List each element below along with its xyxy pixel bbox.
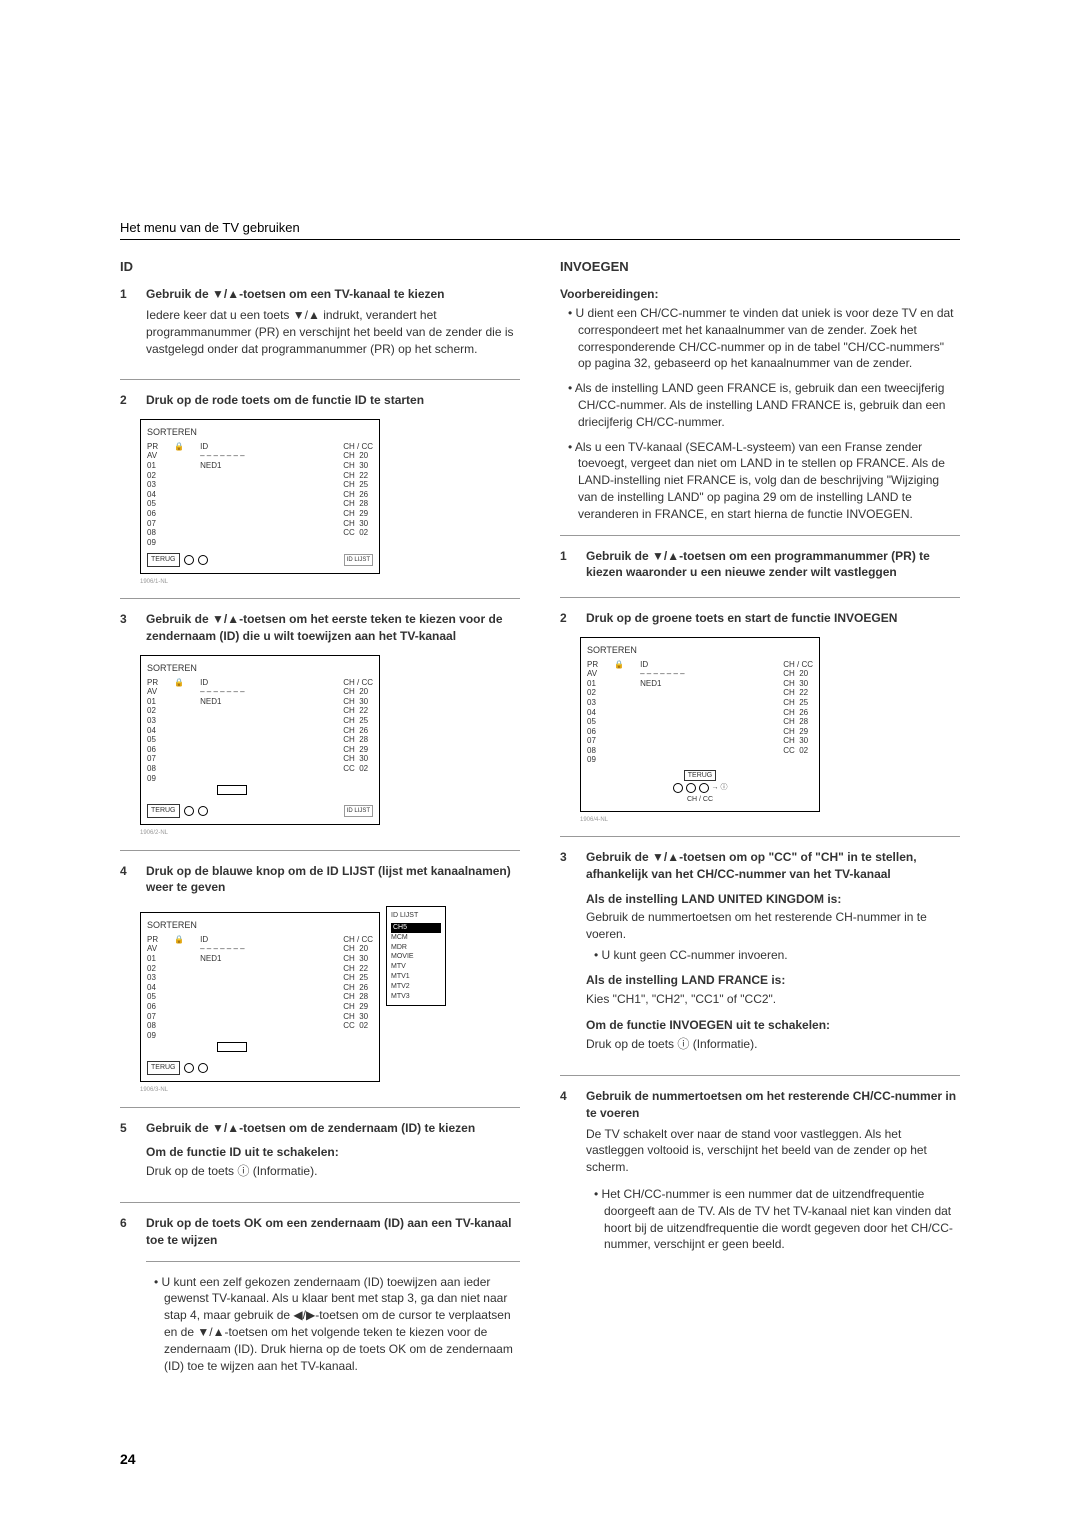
divider [120, 1202, 520, 1203]
sorteren-figure-1: SORTEREN PRAV010203040506070809🔒ID– – – … [140, 419, 380, 574]
nav-circle [184, 1063, 194, 1073]
caption: 1906/4-NL [580, 816, 960, 824]
step1-num: 1 [120, 286, 134, 367]
step2-num: 2 [120, 392, 134, 413]
r-step3-sub1-body: Gebruik de nummertoetsen om het resteren… [586, 909, 960, 943]
step5-sub-title: Om de functie ID uit te schakelen: [146, 1144, 520, 1161]
id-lijst-label: ID LIJST [344, 554, 373, 566]
prep-bullet-3: Als u een TV-kanaal (SECAM-L-systeem) va… [578, 439, 960, 523]
left-column: ID 1 Gebruik de ▼/▲-toetsen om een TV-ka… [120, 258, 520, 1388]
id-lijst-title: ID LIJST [391, 911, 441, 921]
divider [120, 598, 520, 599]
r-step1-title: Gebruik de ▼/▲-toetsen om een programman… [586, 548, 960, 582]
prep-title: Voorbereidingen: [560, 286, 960, 303]
step3-num: 3 [120, 611, 134, 649]
divider [560, 597, 960, 598]
chcc-bottom: CH / CC [687, 795, 713, 805]
right-column: INVOEGEN Voorbereidingen: U dient een CH… [560, 258, 960, 1388]
r-step2-num: 2 [560, 610, 574, 631]
step4-title: Druk op de blauwe knop om de ID LIJST (l… [146, 863, 520, 897]
sorteren-grid: PRAV010203040506070809🔒ID– – – – – – –NE… [147, 678, 373, 784]
caption: 1906/1-NL [140, 578, 520, 586]
id-lijst-label: ID LIJST [344, 805, 373, 817]
input-box [217, 1042, 247, 1052]
r-step4-num: 4 [560, 1088, 574, 1261]
id-title: ID [120, 258, 520, 276]
sorteren-figure-r: SORTEREN PRAV010203040506070809🔒ID– – – … [580, 637, 820, 812]
r-step1-num: 1 [560, 548, 574, 586]
sorteren-title: SORTEREN [147, 662, 373, 675]
divider [560, 535, 960, 536]
divider [146, 1261, 520, 1262]
divider [120, 850, 520, 851]
step1-title: Gebruik de ▼/▲-toetsen om een TV-kanaal … [146, 286, 520, 303]
terug-button: TERUG [147, 804, 180, 818]
step6-bullet: U kunt een zelf gekozen zendernaam (ID) … [164, 1274, 520, 1375]
step5-title: Gebruik de ▼/▲-toetsen om de zendernaam … [146, 1120, 520, 1137]
step5-sub-body: Druk op de toets ⓘ (Informatie). [146, 1163, 520, 1180]
sorteren-figure-3: SORTEREN PRAV010203040506070809🔒ID– – – … [140, 912, 380, 1082]
sorteren-title: SORTEREN [147, 426, 373, 439]
divider [120, 1107, 520, 1108]
sorteren-grid: PRAV010203040506070809🔒ID– – – – – – –NE… [147, 442, 373, 548]
step4-num: 4 [120, 863, 134, 901]
prep-bullet-2: Als de instelling LAND geen FRANCE is, g… [578, 380, 960, 430]
divider [120, 379, 520, 380]
nav-circle [198, 806, 208, 816]
nav-circle [686, 783, 696, 793]
r-step3-sub2-title: Als de instelling LAND FRANCE is: [586, 972, 960, 989]
header-rule [120, 239, 960, 240]
page-header: Het menu van de TV gebruiken [120, 220, 960, 235]
page-number: 24 [120, 1451, 136, 1467]
r-step3-sub1-title: Als de instelling LAND UNITED KINGDOM is… [586, 891, 960, 908]
prep-bullet-1: U dient een CH/CC-nummer te vinden dat u… [578, 305, 960, 372]
step6-num: 6 [120, 1215, 134, 1382]
step3-title: Gebruik de ▼/▲-toetsen om het eerste tek… [146, 611, 520, 645]
nav-circle [184, 806, 194, 816]
invoegen-title: INVOEGEN [560, 258, 960, 276]
terug-button: TERUG [147, 1061, 180, 1075]
step5-num: 5 [120, 1120, 134, 1190]
r-step3-num: 3 [560, 849, 574, 1063]
divider [560, 836, 960, 837]
terug-button: TERUG [684, 770, 717, 781]
r-step3-sub2-body: Kies "CH1", "CH2", "CC1" of "CC2". [586, 991, 960, 1008]
input-box [217, 785, 247, 795]
sorteren-grid: PRAV010203040506070809🔒ID– – – – – – –NE… [147, 935, 373, 1041]
nav-circle [673, 783, 683, 793]
sorteren-title: SORTEREN [147, 919, 373, 932]
terug-button: TERUG [147, 553, 180, 567]
chcc-arrow: → ⓘ [712, 783, 728, 793]
caption: 1906/2-NL [140, 829, 520, 837]
step1-body: Iedere keer dat u een toets ▼/▲ indrukt,… [146, 307, 520, 357]
step2-title: Druk op de rode toets om de functie ID t… [146, 392, 520, 409]
r-step3-sub3-body: Druk op de toets ⓘ (Informatie). [586, 1036, 960, 1053]
r-step3-sub3-title: Om de functie INVOEGEN uit te schakelen: [586, 1017, 960, 1034]
nav-circle [184, 555, 194, 565]
step6-title: Druk op de toets OK om een zendernaam (I… [146, 1215, 520, 1249]
nav-circle [699, 783, 709, 793]
nav-circle [198, 555, 208, 565]
r-step4-title: Gebruik de nummertoetsen om het resteren… [586, 1088, 960, 1122]
sorteren-title: SORTEREN [587, 644, 813, 657]
sorteren-grid: PRAV010203040506070809🔒ID– – – – – – –NE… [587, 660, 813, 766]
id-lijst-panel: ID LIJST CH5MCMMDRMOVIEMTVMTV1MTV2MTV3 [386, 906, 446, 1006]
r-step4-bullet: Het CH/CC-nummer is een nummer dat de ui… [604, 1186, 960, 1253]
divider [560, 1075, 960, 1076]
caption: 1906/3-NL [140, 1086, 520, 1094]
sorteren-figure-2: SORTEREN PRAV010203040506070809🔒ID– – – … [140, 655, 380, 825]
r-step2-title: Druk op de groene toets en start de func… [586, 610, 960, 627]
r-step3-sub1-bullet: U kunt geen CC-nummer invoeren. [604, 947, 960, 964]
nav-circle [198, 1063, 208, 1073]
r-step4-body: De TV schakelt over naar de stand voor v… [586, 1126, 960, 1176]
r-step3-title: Gebruik de ▼/▲-toetsen om op "CC" of "CH… [586, 849, 960, 883]
